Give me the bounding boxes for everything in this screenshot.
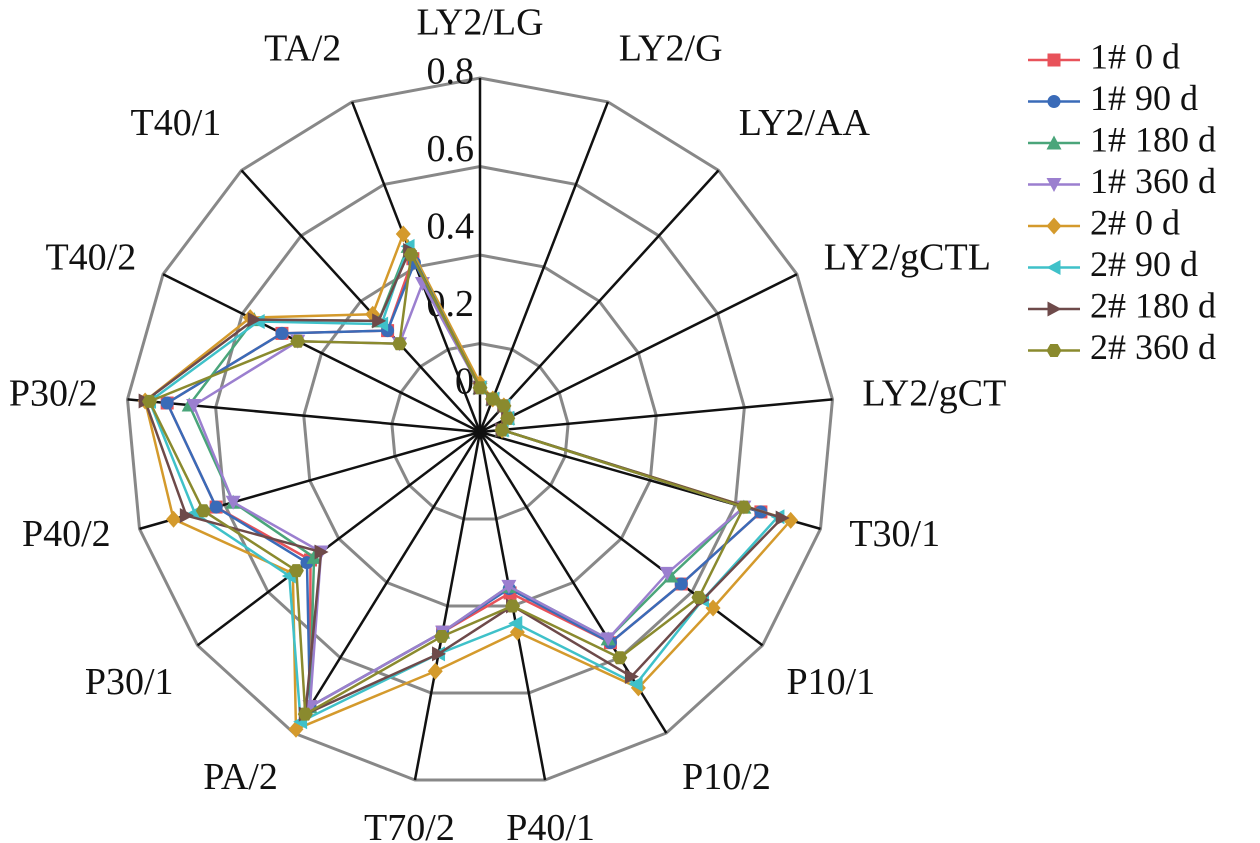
- grid-ring: [214, 164, 746, 695]
- axis-label: LY2/gCT: [862, 372, 1006, 414]
- spoke: [162, 273, 481, 434]
- marker: [142, 394, 158, 408]
- legend-label: 2# 180 d: [1090, 285, 1216, 325]
- axis-label: LY2/AA: [739, 102, 871, 144]
- marker: [505, 599, 521, 613]
- axis-label: T40/1: [131, 102, 222, 144]
- legend-label: 1# 0 d: [1090, 36, 1180, 76]
- spoke: [479, 169, 720, 433]
- marker: [372, 313, 387, 329]
- grid-ring: [125, 76, 835, 782]
- legend-label: 2# 360 d: [1090, 327, 1216, 367]
- marker: [612, 651, 628, 665]
- legend-label: 1# 90 d: [1090, 78, 1198, 118]
- spoke: [479, 398, 833, 434]
- grid-ring: [390, 341, 570, 521]
- legend-label: 2# 90 d: [1090, 244, 1198, 284]
- marker: [600, 632, 616, 647]
- axis-label: TA/2: [264, 28, 341, 70]
- series: [142, 248, 752, 721]
- marker: [314, 544, 329, 560]
- marker: [705, 599, 721, 617]
- axis-label: LY2/gCTL: [824, 237, 991, 279]
- spoke: [479, 431, 764, 647]
- marker: [432, 646, 447, 662]
- marker: [306, 549, 322, 564]
- legend-marker: [1046, 260, 1061, 275]
- axis-label: P10/2: [682, 756, 771, 798]
- spoke: [479, 273, 798, 434]
- legend-marker: [1047, 95, 1061, 108]
- axis-label: P10/1: [786, 661, 875, 703]
- legend-label: 2# 0 d: [1090, 202, 1180, 242]
- marker: [395, 225, 411, 243]
- marker: [247, 312, 262, 328]
- legend-marker: [1046, 135, 1062, 150]
- marker: [674, 577, 688, 591]
- axis-label: P40/1: [506, 807, 595, 843]
- marker: [392, 337, 408, 351]
- marker: [179, 508, 194, 524]
- marker: [485, 392, 501, 406]
- tick-label: 0: [455, 361, 474, 403]
- legend-label: 1# 360 d: [1090, 161, 1216, 201]
- marker: [209, 500, 223, 514]
- axis-label: T30/1: [849, 513, 940, 555]
- legend-marker: [1046, 217, 1062, 235]
- marker: [624, 669, 639, 685]
- tick-label: 0.6: [427, 128, 475, 170]
- legend-marker: [1046, 178, 1062, 192]
- spoke: [240, 169, 481, 433]
- axis-label: T40/2: [45, 237, 136, 279]
- axis-label: P40/2: [22, 513, 111, 555]
- spoke: [196, 431, 481, 647]
- marker: [659, 566, 675, 581]
- marker: [691, 590, 707, 604]
- marker: [427, 662, 443, 680]
- axis-label: PA/2: [203, 756, 278, 798]
- spoke: [413, 431, 482, 781]
- marker: [288, 564, 304, 578]
- legend-marker: [1047, 53, 1061, 67]
- marker: [508, 615, 523, 631]
- axis-label: P30/1: [85, 661, 174, 703]
- marker: [403, 248, 419, 262]
- marker: [736, 500, 752, 514]
- marker: [472, 381, 488, 395]
- marker: [500, 411, 516, 425]
- marker: [275, 326, 289, 340]
- spoke: [292, 431, 482, 734]
- axis-label: P30/2: [9, 372, 98, 414]
- legend-label: 1# 180 d: [1090, 119, 1216, 159]
- marker: [195, 504, 211, 518]
- tick-label: 0.4: [427, 206, 475, 248]
- spoke: [478, 101, 610, 433]
- marker: [290, 334, 306, 348]
- marker: [434, 629, 450, 643]
- legend-marker: [1047, 301, 1062, 317]
- marker: [783, 511, 799, 529]
- axis-label: LY2/LG: [416, 2, 543, 44]
- tick-label: 0.8: [427, 51, 475, 93]
- marker: [225, 495, 241, 510]
- axis-label: T70/2: [364, 807, 455, 843]
- marker: [496, 399, 512, 413]
- marker: [494, 423, 510, 437]
- legend-marker: [1046, 344, 1062, 357]
- marker: [501, 579, 517, 594]
- marker: [628, 676, 643, 692]
- marker: [775, 510, 790, 526]
- marker: [160, 396, 174, 410]
- marker: [166, 510, 182, 528]
- marker: [297, 707, 313, 721]
- axis-label: LY2/G: [619, 28, 723, 70]
- marker: [186, 398, 202, 413]
